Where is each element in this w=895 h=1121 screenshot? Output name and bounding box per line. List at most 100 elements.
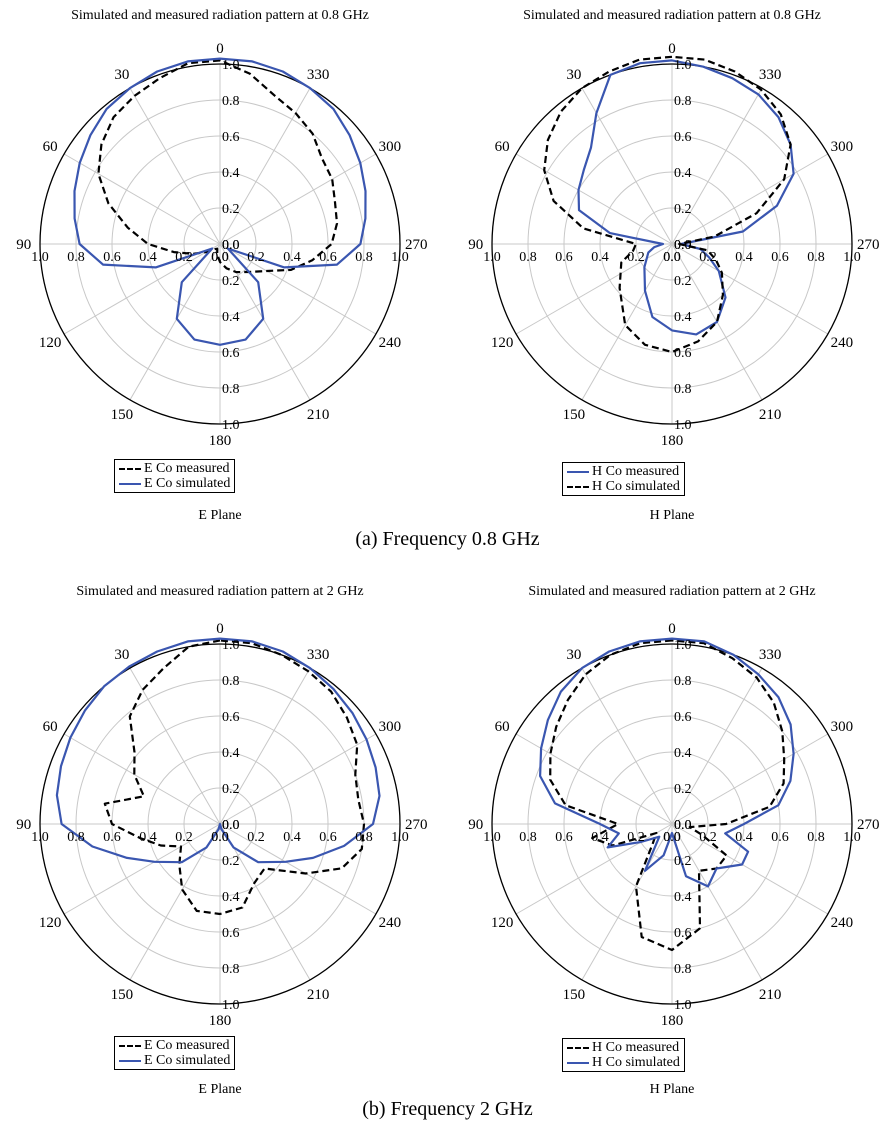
radial-tick-label: 1.0: [483, 830, 501, 845]
radial-tick-label: 0.6: [103, 830, 121, 845]
grid-spoke: [671, 823, 829, 915]
angle-tick-label: 270: [857, 237, 880, 253]
radial-tick-label: 0.2: [699, 830, 717, 845]
polar-frame: [491, 643, 853, 1005]
grid-spoke: [63, 243, 221, 335]
legend-item-h-co-measured: H Co measured: [567, 1040, 680, 1055]
radial-tick-label: 1.0: [222, 638, 240, 653]
chart-title: Simulated and measured radiation pattern…: [71, 8, 369, 23]
angle-tick-label: 240: [379, 915, 402, 931]
grid-spoke: [219, 667, 311, 825]
angle-tick-label: 330: [307, 67, 330, 83]
grid-spoke: [129, 823, 221, 981]
radial-tick-label: 0.6: [555, 250, 573, 265]
legend: E Co measured E Co simulated: [114, 459, 236, 493]
caption-b: (b) Frequency 2 GHz: [362, 1098, 533, 1120]
radial-tick-label: 1.0: [222, 58, 240, 73]
radial-tick-label: 0.4: [222, 310, 240, 325]
legend-swatch-solid: [119, 482, 141, 485]
radial-tick-label: 0.4: [674, 746, 692, 761]
radial-tick-label: 0.4: [222, 166, 240, 181]
radial-tick-label: 0.0: [674, 238, 692, 253]
radial-tick-label: 0.8: [355, 830, 373, 845]
caption-a: (a) Frequency 0.8 GHz: [355, 528, 540, 550]
series-line-h-co-simulated: [543, 55, 792, 354]
radial-tick-label: 0.4: [735, 830, 753, 845]
grid-spoke: [581, 667, 673, 825]
radial-tick-label: 0.8: [674, 94, 692, 109]
radial-tick-label: 0.2: [674, 854, 692, 869]
radial-tick-label: 0.0: [222, 818, 240, 833]
radial-tick-label: 0.2: [699, 250, 717, 265]
angle-tick-label: 180: [209, 1013, 232, 1029]
grid-spoke: [515, 153, 673, 245]
grid-spoke: [219, 733, 377, 825]
radial-tick-label: 0.2: [175, 250, 193, 265]
legend-swatch-dashed: [119, 467, 141, 470]
angle-tick-label: 90: [468, 817, 483, 833]
grid-spoke: [671, 823, 763, 981]
radial-tick-label: 0.0: [674, 238, 692, 253]
radial-tick-label: 0.4: [222, 746, 240, 761]
radial-tick-label: 0.8: [807, 830, 825, 845]
grid-spoke: [671, 667, 763, 825]
angle-tick-label: 120: [491, 915, 514, 931]
angle-tick-label: 90: [16, 817, 31, 833]
series-line-h-co-simulated: [539, 637, 795, 888]
legend-swatch-dashed: [567, 1046, 589, 1049]
angle-tick-label: 0: [668, 621, 676, 637]
chart-title: Simulated and measured radiation pattern…: [76, 584, 364, 599]
plane-label: E Plane: [198, 508, 242, 523]
radial-tick-label: 0.2: [222, 202, 240, 217]
series-line-e-co-simulated: [55, 637, 381, 864]
radial-tick-label: 0.6: [674, 346, 692, 361]
series-line-e-co-simulated: [73, 57, 367, 346]
angle-tick-label: 330: [759, 67, 782, 83]
series-line-e-co-measured: [97, 59, 339, 274]
legend-item-e-co-simulated: E Co simulated: [119, 1053, 230, 1068]
polar-plot: 03060901201501802102402703003300.00.00.0…: [468, 41, 880, 449]
radial-tick-label: 0.4: [222, 890, 240, 905]
radial-tick-label: 1.0: [674, 638, 692, 653]
grid-spoke: [129, 243, 221, 401]
radial-tick-label: 0.8: [67, 830, 85, 845]
angle-tick-label: 30: [114, 647, 129, 663]
radial-tick-label: 0.0: [211, 250, 229, 265]
radial-tick-label: 0.6: [771, 830, 789, 845]
grid-spoke: [219, 243, 377, 335]
radial-tick-label: 0.0: [674, 818, 692, 833]
grid-spoke: [63, 153, 221, 245]
grid-spoke: [671, 243, 829, 335]
grid-spoke: [515, 733, 673, 825]
radial-tick-label: 0.4: [139, 830, 157, 845]
radial-tick-label: 0.4: [674, 166, 692, 181]
radial-tick-label: 0.8: [674, 674, 692, 689]
radial-tick-label: 1.0: [391, 250, 409, 265]
legend-label: E Co measured: [144, 461, 230, 476]
legend-label: E Co simulated: [144, 476, 231, 491]
angle-tick-label: 150: [111, 987, 134, 1003]
radial-tick-label: 0.4: [283, 830, 301, 845]
radial-tick-label: 0.0: [663, 830, 681, 845]
radial-tick-label: 1.0: [391, 830, 409, 845]
angle-tick-label: 210: [759, 407, 782, 423]
angle-tick-label: 150: [563, 407, 586, 423]
radial-tick-label: 0.2: [222, 782, 240, 797]
radial-tick-label: 0.8: [674, 962, 692, 977]
radial-tick-label: 0.2: [247, 250, 265, 265]
legend-item-e-co-simulated: E Co simulated: [119, 476, 230, 491]
grid-spoke: [129, 667, 221, 825]
radial-tick-label: 0.6: [222, 926, 240, 941]
angle-tick-label: 210: [307, 407, 330, 423]
legend-label: H Co simulated: [592, 1055, 680, 1070]
radial-tick-label: 0.8: [674, 382, 692, 397]
angle-tick-label: 240: [379, 335, 402, 351]
grid-spoke: [515, 823, 673, 915]
radial-tick-label: 0.6: [103, 250, 121, 265]
polar-frame: [39, 643, 401, 1005]
angle-tick-label: 120: [491, 335, 514, 351]
grid-spoke: [219, 823, 377, 915]
angle-tick-label: 60: [495, 719, 510, 735]
radial-tick-label: 1.0: [843, 830, 861, 845]
angle-tick-label: 300: [379, 719, 402, 735]
